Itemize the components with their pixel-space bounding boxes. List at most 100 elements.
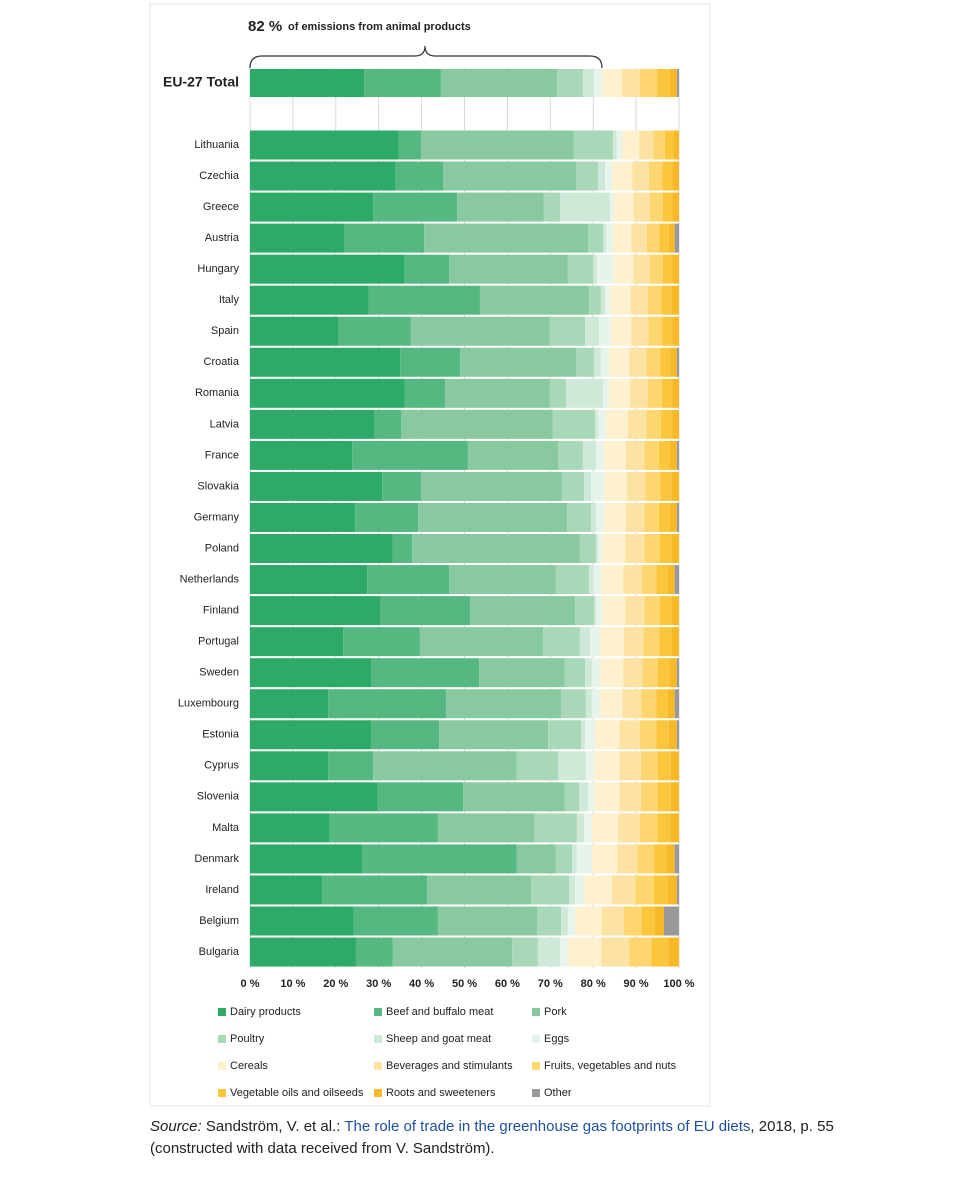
legend-label: Cereals — [230, 1060, 268, 1072]
y-tick-label: Sweden — [199, 667, 239, 679]
bar-segment — [624, 534, 645, 564]
bar-segment — [591, 844, 617, 874]
y-tick-label: Romania — [195, 387, 240, 399]
bar-segment — [605, 161, 613, 191]
bar-segment — [516, 844, 556, 874]
bar-segment — [250, 534, 393, 564]
bar-segment — [410, 316, 550, 346]
bar-segment — [344, 223, 425, 253]
bar-segment — [373, 409, 402, 439]
bar-segment — [651, 937, 669, 967]
bar-segment — [582, 440, 597, 470]
bar-segment — [654, 844, 667, 874]
bar-segment — [368, 285, 480, 315]
bar-segment — [600, 347, 610, 377]
bar-segment — [639, 69, 658, 97]
bar-segment — [591, 689, 601, 719]
bar-segment — [599, 316, 611, 346]
source-link[interactable]: The role of trade in the greenhouse gas … — [344, 1118, 751, 1135]
bar-segment — [443, 161, 577, 191]
legend-swatch — [532, 1008, 540, 1016]
y-tick-label: Denmark — [194, 853, 239, 865]
y-tick-label: Estonia — [202, 729, 240, 741]
bar-segment — [516, 751, 559, 781]
bar-segment — [659, 596, 672, 626]
bar-segment — [398, 130, 422, 160]
y-tick-label: EU-27 Total — [163, 74, 239, 90]
bar-segment — [661, 285, 672, 315]
y-tick-label: Luxembourg — [178, 698, 239, 710]
bar-segment — [676, 502, 679, 532]
legend-label: Vegetable oils and oilseeds — [230, 1087, 364, 1099]
bar-segment — [250, 565, 368, 595]
bar-segment — [588, 223, 604, 253]
bar-segment — [600, 627, 624, 657]
y-tick-label: Spain — [211, 325, 239, 337]
y-tick-label: France — [205, 449, 239, 461]
legend-label: Other — [544, 1087, 572, 1099]
bar-segment — [671, 627, 679, 657]
legend-swatch — [374, 1035, 382, 1043]
bar-segment — [588, 565, 594, 595]
bar-segment — [596, 596, 602, 626]
bar-segment — [669, 69, 677, 97]
y-tick-label: Cyprus — [204, 760, 239, 772]
bar-segment — [629, 937, 652, 967]
bar-segment — [250, 937, 356, 967]
bar-segment — [594, 69, 602, 97]
bar-segment — [631, 316, 649, 346]
bar-segment — [512, 937, 538, 967]
y-tick-label: Slovenia — [197, 791, 240, 803]
bar-segment — [639, 720, 657, 750]
bar-segment — [623, 565, 642, 595]
bar-segment — [671, 471, 679, 501]
bar-segment — [631, 223, 647, 253]
bar-segment — [646, 347, 661, 377]
bar-segment — [250, 782, 378, 812]
legend-swatch — [374, 1008, 382, 1016]
bar-segment — [670, 782, 679, 812]
legend-swatch — [218, 1008, 226, 1016]
bar-segment — [250, 689, 329, 719]
bar-segment — [250, 875, 323, 905]
bar-segment — [561, 906, 568, 936]
bar-segment — [322, 875, 428, 905]
bar-segment — [656, 565, 668, 595]
bar-segment — [613, 254, 634, 284]
bar-segment — [400, 347, 461, 377]
bar-segment — [581, 720, 586, 750]
x-tick-label: 10 % — [280, 978, 305, 990]
bar-segment — [591, 471, 604, 501]
bar-segment — [457, 192, 544, 222]
bar-segment — [609, 192, 614, 222]
annotation-value: 82 % — [248, 18, 282, 35]
bar-segment — [600, 658, 624, 688]
bar-segment — [676, 720, 679, 750]
bar-segment — [250, 347, 401, 377]
bar-segment — [641, 565, 657, 595]
bar-segment — [596, 440, 604, 470]
bar-segment — [603, 471, 627, 501]
bar-segment — [670, 751, 679, 781]
bar-segment — [612, 130, 617, 160]
bar-segment — [573, 130, 613, 160]
x-tick-label: 20 % — [323, 978, 348, 990]
bar-segment — [343, 627, 420, 657]
bar-segment — [672, 409, 679, 439]
legend-label: Roots and sweeteners — [386, 1087, 496, 1099]
bar-segment — [594, 720, 620, 750]
bar-segment — [419, 627, 544, 657]
legend-swatch — [218, 1089, 226, 1097]
bar-segment — [579, 534, 597, 564]
bar-segment — [576, 347, 595, 377]
bar-segment — [641, 906, 655, 936]
bar-segment — [564, 658, 586, 688]
legend-swatch — [532, 1035, 540, 1043]
bar-segment — [667, 875, 677, 905]
bar-segment — [328, 689, 447, 719]
bar-segment — [594, 751, 620, 781]
bar-segment — [530, 875, 570, 905]
bar-segment — [427, 875, 531, 905]
bar-segment — [671, 285, 679, 315]
bar-segment — [355, 937, 393, 967]
